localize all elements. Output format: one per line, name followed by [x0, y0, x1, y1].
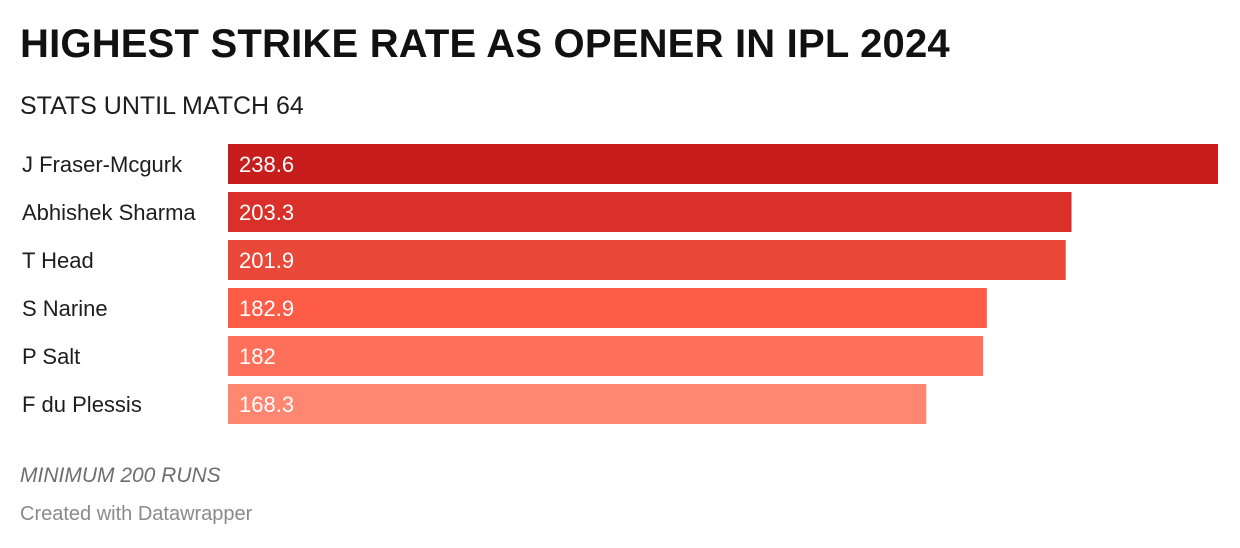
category-label: J Fraser-Mcgurk [22, 152, 183, 177]
chart-title: HIGHEST STRIKE RATE AS OPENER IN IPL 202… [20, 22, 950, 66]
value-label: 182.9 [239, 296, 294, 321]
bar [228, 144, 1218, 184]
value-label: 201.9 [239, 248, 294, 273]
value-label: 168.3 [239, 392, 294, 417]
bar [228, 240, 1066, 280]
category-label: Abhishek Sharma [22, 200, 196, 225]
category-label: S Narine [22, 296, 108, 321]
bar [228, 336, 984, 376]
category-label: T Head [22, 248, 94, 273]
value-label: 203.3 [239, 200, 294, 225]
bar [228, 192, 1072, 232]
category-label: F du Plessis [22, 392, 142, 417]
bar [228, 288, 987, 328]
category-label: P Salt [22, 344, 80, 369]
bar [228, 384, 927, 424]
value-label: 238.6 [239, 152, 294, 177]
chart-credit: Created with Datawrapper [20, 503, 253, 525]
chart-notes: MINIMUM 200 RUNS [20, 464, 221, 487]
chart-subtitle: STATS UNTIL MATCH 64 [20, 92, 304, 120]
bar-chart: J Fraser-Mcgurk 238.6 Abhishek Sharma 203.3… [22, 144, 1218, 424]
value-label: 182 [239, 344, 276, 369]
